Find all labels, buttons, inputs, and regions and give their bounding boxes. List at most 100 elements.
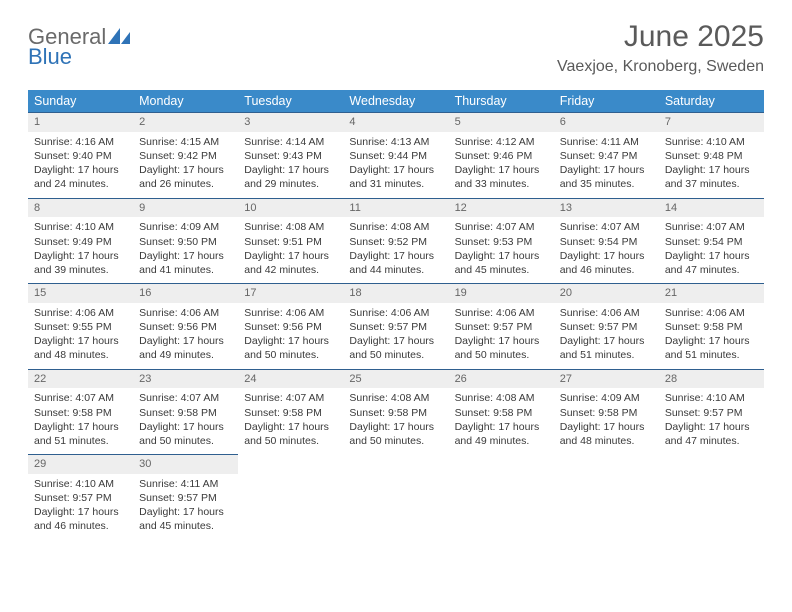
- day-info-line: Sunset: 9:43 PM: [244, 149, 337, 163]
- day-info-line: and 50 minutes.: [455, 348, 548, 362]
- calendar-day-cell: 16Sunrise: 4:06 AMSunset: 9:56 PMDayligh…: [133, 283, 238, 369]
- day-info-line: and 47 minutes.: [665, 263, 758, 277]
- day-number: 28: [659, 369, 764, 389]
- day-number: 15: [28, 283, 133, 303]
- day-info-line: Sunset: 9:57 PM: [455, 320, 548, 334]
- day-info-line: Sunrise: 4:08 AM: [455, 391, 548, 405]
- day-info-line: Daylight: 17 hours: [455, 420, 548, 434]
- day-info-line: Daylight: 17 hours: [455, 334, 548, 348]
- calendar-day-cell: .: [343, 454, 448, 540]
- day-info-line: and 24 minutes.: [34, 177, 127, 191]
- day-info-line: and 37 minutes.: [665, 177, 758, 191]
- day-info-line: Daylight: 17 hours: [349, 249, 442, 263]
- day-info: Sunrise: 4:14 AMSunset: 9:43 PMDaylight:…: [238, 135, 343, 192]
- day-number: 4: [343, 112, 448, 132]
- day-info-line: Daylight: 17 hours: [139, 334, 232, 348]
- day-info-line: Daylight: 17 hours: [34, 420, 127, 434]
- day-info-line: Daylight: 17 hours: [349, 163, 442, 177]
- day-number: 2: [133, 112, 238, 132]
- day-number: 29: [28, 454, 133, 474]
- title-block: June 2025 Vaexjoe, Kronoberg, Sweden: [557, 20, 764, 76]
- calendar-day-cell: 6Sunrise: 4:11 AMSunset: 9:47 PMDaylight…: [554, 112, 659, 198]
- calendar-day-cell: 27Sunrise: 4:09 AMSunset: 9:58 PMDayligh…: [554, 369, 659, 455]
- logo-text-blue: Blue: [28, 44, 72, 69]
- month-title: June 2025: [557, 20, 764, 54]
- day-info-line: Daylight: 17 hours: [34, 163, 127, 177]
- dayhead-fri: Friday: [554, 90, 659, 112]
- dayhead-mon: Monday: [133, 90, 238, 112]
- calendar-day-cell: 4Sunrise: 4:13 AMSunset: 9:44 PMDaylight…: [343, 112, 448, 198]
- day-info-line: and 41 minutes.: [139, 263, 232, 277]
- day-info-line: Sunrise: 4:06 AM: [560, 306, 653, 320]
- day-info: Sunrise: 4:10 AMSunset: 9:49 PMDaylight:…: [28, 220, 133, 277]
- dayhead-tue: Tuesday: [238, 90, 343, 112]
- day-info-line: Sunrise: 4:06 AM: [139, 306, 232, 320]
- day-info-line: and 50 minutes.: [349, 434, 442, 448]
- calendar-day-cell: 7Sunrise: 4:10 AMSunset: 9:48 PMDaylight…: [659, 112, 764, 198]
- day-info-line: Sunset: 9:58 PM: [560, 406, 653, 420]
- day-number: 27: [554, 369, 659, 389]
- day-info-line: Sunrise: 4:07 AM: [665, 220, 758, 234]
- day-number: 24: [238, 369, 343, 389]
- day-info-line: Daylight: 17 hours: [244, 163, 337, 177]
- day-info-line: Sunrise: 4:09 AM: [139, 220, 232, 234]
- day-info: Sunrise: 4:16 AMSunset: 9:40 PMDaylight:…: [28, 135, 133, 192]
- header: General Blue June 2025 Vaexjoe, Kronober…: [28, 20, 764, 76]
- day-info-line: Daylight: 17 hours: [34, 334, 127, 348]
- calendar-day-cell: 10Sunrise: 4:08 AMSunset: 9:51 PMDayligh…: [238, 198, 343, 284]
- day-info-line: and 50 minutes.: [139, 434, 232, 448]
- day-number: 17: [238, 283, 343, 303]
- day-info-line: Daylight: 17 hours: [139, 163, 232, 177]
- calendar-week: 8Sunrise: 4:10 AMSunset: 9:49 PMDaylight…: [28, 198, 764, 284]
- logo-text: General Blue: [28, 24, 130, 76]
- day-info: Sunrise: 4:06 AMSunset: 9:57 PMDaylight:…: [554, 306, 659, 363]
- day-info: Sunrise: 4:09 AMSunset: 9:58 PMDaylight:…: [554, 391, 659, 448]
- calendar-day-cell: 28Sunrise: 4:10 AMSunset: 9:57 PMDayligh…: [659, 369, 764, 455]
- day-info-line: Sunset: 9:48 PM: [665, 149, 758, 163]
- calendar-day-cell: 5Sunrise: 4:12 AMSunset: 9:46 PMDaylight…: [449, 112, 554, 198]
- dayhead-wed: Wednesday: [343, 90, 448, 112]
- day-info-line: Daylight: 17 hours: [139, 505, 232, 519]
- calendar-body: 1Sunrise: 4:16 AMSunset: 9:40 PMDaylight…: [28, 112, 764, 540]
- day-number: 14: [659, 198, 764, 218]
- calendar-day-cell: 13Sunrise: 4:07 AMSunset: 9:54 PMDayligh…: [554, 198, 659, 284]
- day-info-line: Sunset: 9:57 PM: [349, 320, 442, 334]
- day-number: 16: [133, 283, 238, 303]
- day-number: 7: [659, 112, 764, 132]
- day-number: 19: [449, 283, 554, 303]
- day-info-line: and 49 minutes.: [455, 434, 548, 448]
- day-number: 22: [28, 369, 133, 389]
- day-info-line: Sunset: 9:47 PM: [560, 149, 653, 163]
- day-info-line: Sunset: 9:57 PM: [560, 320, 653, 334]
- day-info: Sunrise: 4:06 AMSunset: 9:58 PMDaylight:…: [659, 306, 764, 363]
- day-info-line: Daylight: 17 hours: [665, 249, 758, 263]
- day-info: Sunrise: 4:07 AMSunset: 9:53 PMDaylight:…: [449, 220, 554, 277]
- day-number: 20: [554, 283, 659, 303]
- day-info-line: Daylight: 17 hours: [139, 420, 232, 434]
- calendar-day-cell: 24Sunrise: 4:07 AMSunset: 9:58 PMDayligh…: [238, 369, 343, 455]
- calendar-day-cell: 29Sunrise: 4:10 AMSunset: 9:57 PMDayligh…: [28, 454, 133, 540]
- day-info-line: Daylight: 17 hours: [349, 420, 442, 434]
- day-info-line: Sunrise: 4:08 AM: [349, 391, 442, 405]
- calendar-day-cell: 12Sunrise: 4:07 AMSunset: 9:53 PMDayligh…: [449, 198, 554, 284]
- day-info-line: Sunrise: 4:13 AM: [349, 135, 442, 149]
- day-info-line: Sunrise: 4:15 AM: [139, 135, 232, 149]
- day-info-line: Sunrise: 4:07 AM: [244, 391, 337, 405]
- day-info-line: and 44 minutes.: [349, 263, 442, 277]
- day-info-line: and 48 minutes.: [560, 434, 653, 448]
- day-info-line: Sunrise: 4:10 AM: [34, 220, 127, 234]
- day-info: Sunrise: 4:08 AMSunset: 9:58 PMDaylight:…: [343, 391, 448, 448]
- day-info: Sunrise: 4:07 AMSunset: 9:58 PMDaylight:…: [133, 391, 238, 448]
- day-info-line: Sunrise: 4:10 AM: [665, 135, 758, 149]
- day-info-line: and 33 minutes.: [455, 177, 548, 191]
- day-info-line: Sunset: 9:58 PM: [244, 406, 337, 420]
- day-number: 9: [133, 198, 238, 218]
- day-info-line: Sunrise: 4:12 AM: [455, 135, 548, 149]
- day-info-line: Daylight: 17 hours: [560, 334, 653, 348]
- day-info-line: and 45 minutes.: [455, 263, 548, 277]
- day-info-line: Sunset: 9:58 PM: [665, 320, 758, 334]
- day-info-line: Sunrise: 4:08 AM: [349, 220, 442, 234]
- day-number: 21: [659, 283, 764, 303]
- calendar-day-cell: 2Sunrise: 4:15 AMSunset: 9:42 PMDaylight…: [133, 112, 238, 198]
- calendar-day-cell: 8Sunrise: 4:10 AMSunset: 9:49 PMDaylight…: [28, 198, 133, 284]
